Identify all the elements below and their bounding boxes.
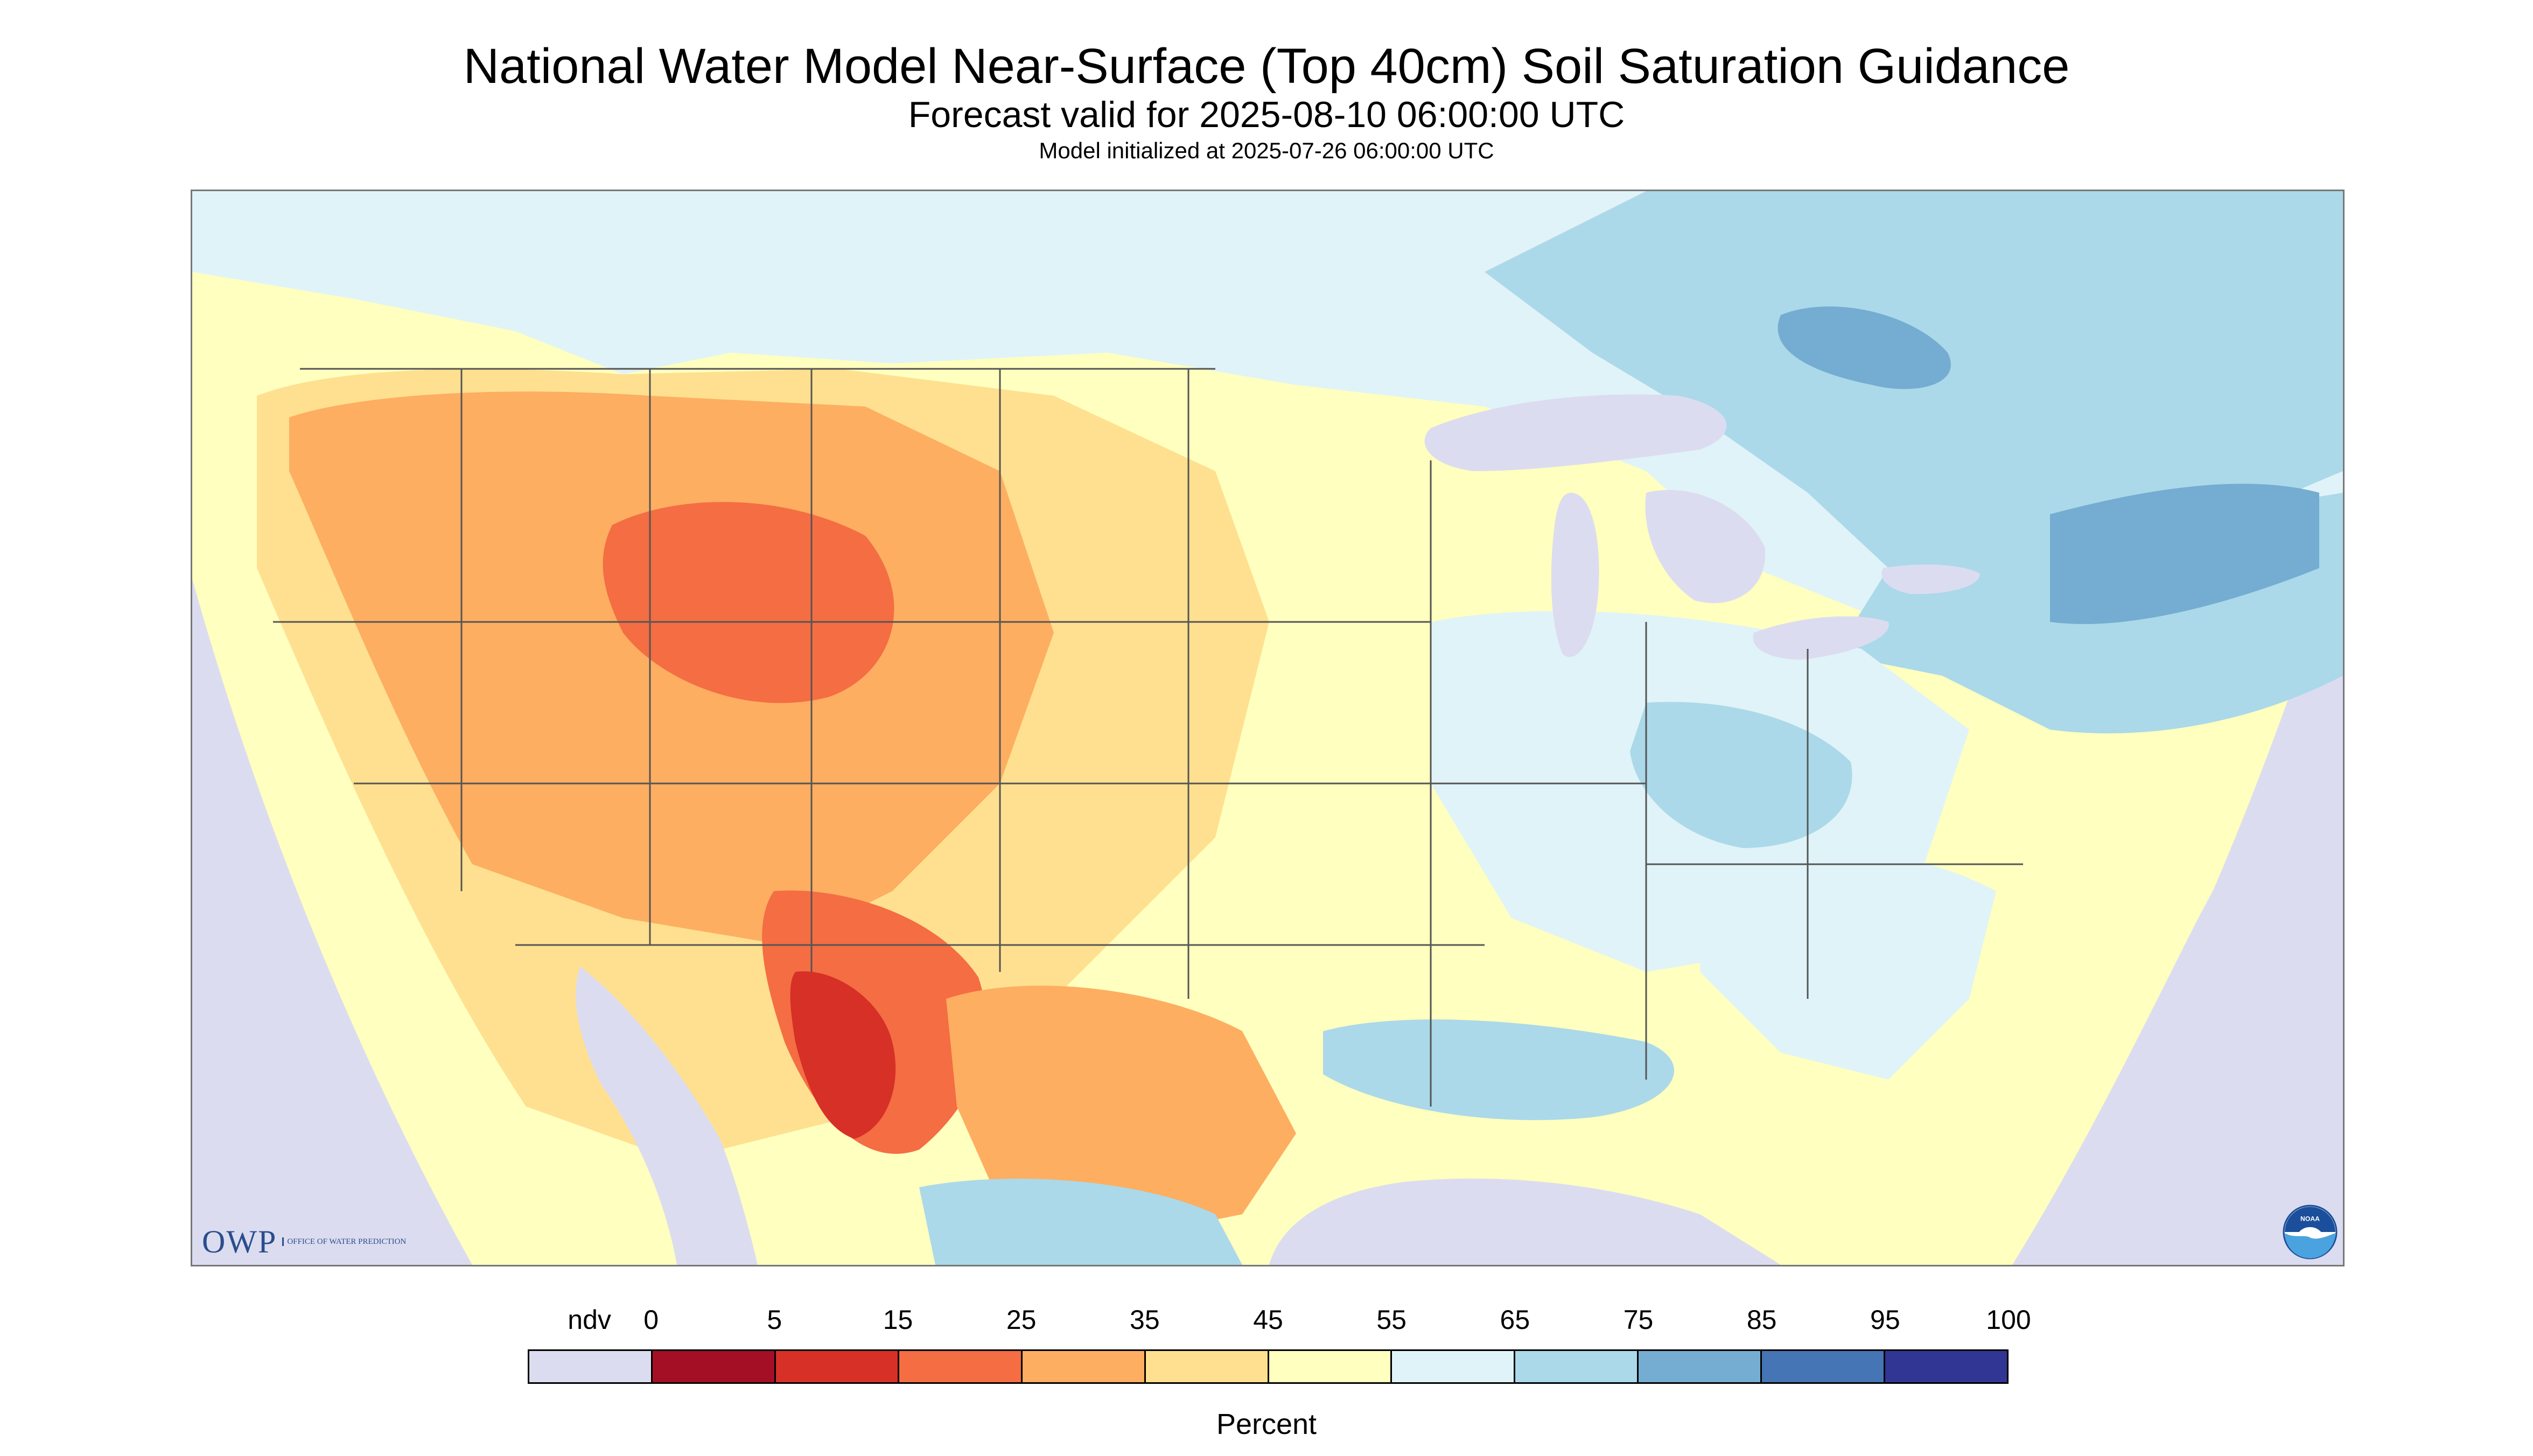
southeast-wet-region: [1700, 849, 1996, 1080]
owp-logo-subtext: Office of Water Prediction: [282, 1237, 406, 1246]
legend-swatch: [1760, 1349, 1886, 1384]
canada-wettest-region: [1778, 306, 1951, 389]
legend-tick-label: 5: [767, 1305, 782, 1335]
legend-tick-label: 85: [1746, 1305, 1777, 1335]
legend-swatch: [650, 1349, 776, 1384]
northeast-wetter-region: [2050, 484, 2319, 624]
ohio-valley-wetter-region: [1630, 702, 1852, 848]
map-title: National Water Model Near-Surface (Top 4…: [463, 39, 2070, 94]
forecast-valid-subtitle: Forecast valid for 2025-08-10 06:00:00 U…: [908, 94, 1625, 135]
lake-michigan: [1551, 493, 1599, 657]
owp-logo-text: OWP: [202, 1223, 277, 1259]
owp-logo: OWP Office of Water Prediction: [202, 1223, 406, 1259]
legend-tick-label: 15: [883, 1305, 913, 1335]
legend-tick-label: 25: [1006, 1305, 1037, 1335]
legend-ndv-label: ndv: [568, 1305, 611, 1335]
legend-swatch: [774, 1349, 899, 1384]
noaa-logo: NOAA: [2283, 1205, 2338, 1259]
legend-tick-label: 0: [643, 1305, 659, 1335]
legend-tick-label: 55: [1376, 1305, 1407, 1335]
legend-swatch: [528, 1349, 653, 1384]
legend-unit-label: Percent: [1216, 1408, 1317, 1440]
soil-saturation-map: [192, 191, 2343, 1265]
legend-swatch: [1267, 1349, 1393, 1384]
legend-swatch: [1637, 1349, 1762, 1384]
gulf-of-mexico: [1269, 1178, 1781, 1265]
noaa-logo-text: NOAA: [2300, 1215, 2320, 1223]
gulf-of-california: [576, 967, 758, 1265]
legend-tick-label: 65: [1500, 1305, 1530, 1335]
state-boundaries: [273, 368, 2023, 1107]
map-panel[interactable]: OWP Office of Water Prediction NOAA: [191, 190, 2345, 1266]
legend-tick-label: 75: [1623, 1305, 1654, 1335]
great-basin-driest-region: [603, 502, 894, 703]
lake-ontario: [1881, 564, 1980, 594]
legend-tick-label: 45: [1253, 1305, 1283, 1335]
sonora-extreme-dry-region: [790, 971, 896, 1139]
legend-tick-label: 100: [1986, 1305, 2031, 1335]
lake-superior: [1424, 394, 1727, 471]
south-texas-wet-region: [919, 1179, 1242, 1265]
legend-swatch: [897, 1349, 1023, 1384]
legend-swatch: [1514, 1349, 1639, 1384]
legend-tick-label: 95: [1870, 1305, 1900, 1335]
legend-swatch: [1884, 1349, 2009, 1384]
model-init-line: Model initialized at 2025-07-26 06:00:00…: [1039, 138, 1494, 163]
atlantic-ocean: [2012, 676, 2343, 1265]
lake-erie: [1753, 616, 1889, 660]
legend-tick-label: 35: [1130, 1305, 1160, 1335]
legend-swatch: [1020, 1349, 1146, 1384]
lake-huron: [1645, 489, 1765, 604]
legend-swatch: [1144, 1349, 1269, 1384]
texas-dry-region: [946, 985, 1296, 1241]
legend-swatch: [1390, 1349, 1516, 1384]
gulf-coast-wet-region: [1323, 1019, 1675, 1121]
legend-colorbar: [528, 1349, 2009, 1384]
